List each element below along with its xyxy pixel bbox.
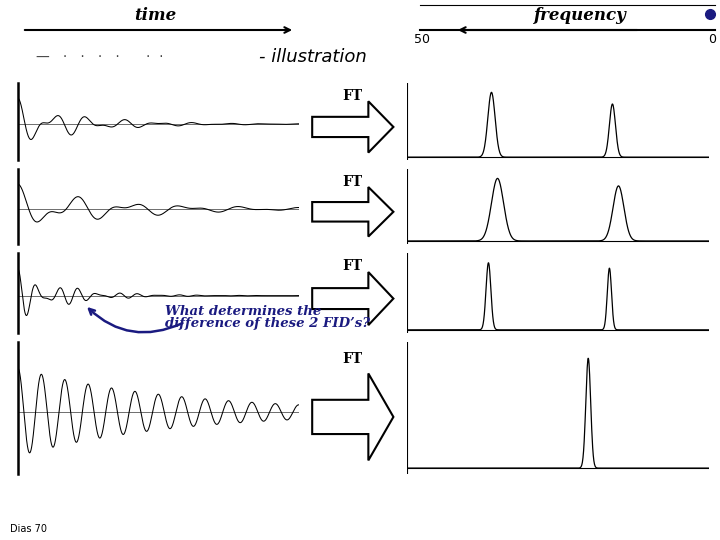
Text: FT: FT xyxy=(343,353,363,366)
Text: difference of these 2 FID’s?: difference of these 2 FID’s? xyxy=(165,317,370,330)
Text: 0: 0 xyxy=(708,33,716,46)
Text: Dias 70: Dias 70 xyxy=(10,524,47,534)
Text: —   ·   ·   ·   ·      ·  ·: — · · · · · · xyxy=(36,50,163,64)
Text: Advanced Spectroscopy 2014/2015: Advanced Spectroscopy 2014/2015 xyxy=(512,17,709,27)
Text: - illustration: - illustration xyxy=(259,48,367,66)
Text: 50: 50 xyxy=(414,33,430,46)
Text: FT: FT xyxy=(343,259,363,273)
Text: What determines the: What determines the xyxy=(165,305,321,318)
Text: FT: FT xyxy=(343,175,363,189)
Text: frequency: frequency xyxy=(534,7,626,24)
Text: UNIVERSITY OF COPENHAGEN: UNIVERSITY OF COPENHAGEN xyxy=(11,17,166,27)
Text: FT: FT xyxy=(343,89,363,103)
Text: time: time xyxy=(134,7,176,24)
